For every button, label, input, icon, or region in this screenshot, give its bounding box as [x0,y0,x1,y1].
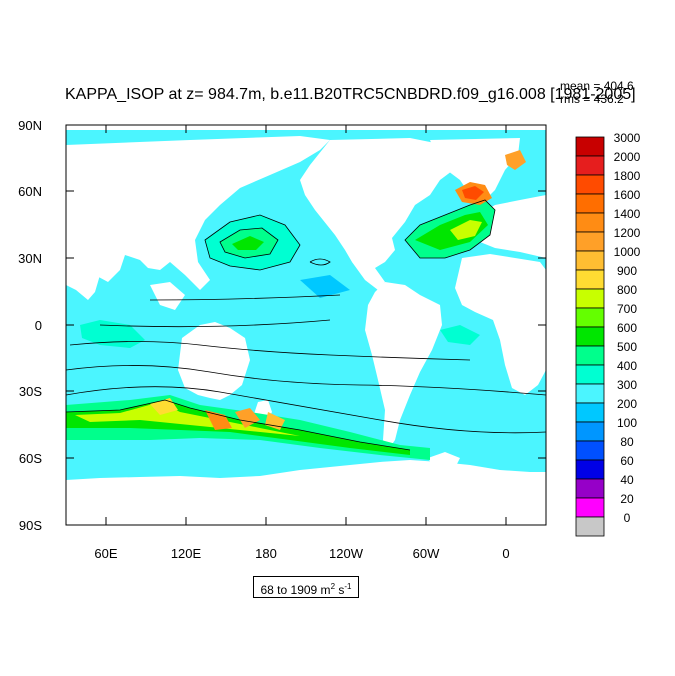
colorbar-label: 800 [617,283,637,297]
colorbar-swatch [575,497,605,518]
colorbar-swatch [575,136,605,157]
lon-label: 120E [171,546,202,561]
colorbar-swatch [575,174,605,195]
colorbar-label: 600 [617,321,637,335]
colorbar-label: 40 [620,473,634,487]
colorbar-label: 1600 [614,188,641,202]
range-label: 68 to 1909 m2 s-1 [253,576,359,598]
colorbar-label: 80 [620,435,634,449]
colorbar-label: 300 [617,378,637,392]
colorbar-label: 60 [620,454,634,468]
colorbar-swatch [575,478,605,499]
mean-value: mean = 404.6 [560,79,634,93]
colorbar-label: 700 [617,302,637,316]
lon-ticks [105,125,507,525]
colorbar-swatch [575,231,605,252]
lon-label: 120W [329,546,364,561]
contour-lines [66,199,546,451]
tropical-patches [80,275,480,348]
lat-label: 30N [18,251,42,266]
colorbar-label: 400 [617,359,637,373]
colorbar-label: 3000 [614,131,641,145]
lat-label: 60N [18,184,42,199]
colorbar-label: 900 [617,264,637,278]
colorbar-swatch [575,307,605,328]
lat-ticks [66,124,546,526]
lon-label: 60W [413,546,440,561]
stats-box: mean = 404.6 rms = 436.2 [560,80,634,106]
lat-label: 0 [35,318,42,333]
colorbar-label: 500 [617,340,637,354]
colorbar-swatch [575,383,605,404]
colorbar-swatch [575,193,605,214]
colorbar-swatch [575,516,605,537]
lat-label: 60S [19,451,42,466]
colorbar-label: 20 [620,492,634,506]
southern-ocean-bands [66,395,430,460]
range-sup-2: -1 [344,582,352,591]
colorbar-swatch [575,459,605,480]
colorbar-swatch [575,402,605,423]
colorbar: 3000200018001600140012001000900800700600… [575,131,641,537]
plot-title: KAPPA_ISOP at z= 984.7m, b.e11.B20TRC5CN… [65,86,636,103]
colorbar-label: 1800 [614,169,641,183]
colorbar-label: 1000 [614,245,641,259]
colorbar-swatch [575,269,605,290]
colorbar-swatch [575,212,605,233]
colorbar-swatch [575,155,605,176]
colorbar-label: 200 [617,397,637,411]
colorbar-label: 1200 [614,226,641,240]
colorbar-swatch [575,250,605,271]
lat-label: 30S [19,384,42,399]
colorbar-label: 1400 [614,207,641,221]
colorbar-swatch [575,364,605,385]
colorbar-swatch [575,421,605,442]
range-prefix: 68 to 1909 m [260,583,331,597]
colorbar-label: 0 [624,511,631,525]
colorbar-swatch [575,440,605,461]
lat-label: 90N [18,118,42,133]
lon-label: 60E [94,546,117,561]
range-mid: s [335,583,345,597]
range-sup-1: 2 [330,582,336,591]
colorbar-label: 100 [617,416,637,430]
lon-label: 180 [255,546,277,561]
north-atlantic-blob [405,150,526,258]
lon-label: 0 [502,546,509,561]
colorbar-swatch [575,345,605,366]
rms-value: rms = 436.2 [560,92,624,106]
colorbar-label: 2000 [614,150,641,164]
north-pacific-blob [205,215,300,270]
land-mask [66,125,546,525]
colorbar-swatch [575,326,605,347]
lat-label: 90S [19,518,42,533]
colorbar-swatch [575,288,605,309]
